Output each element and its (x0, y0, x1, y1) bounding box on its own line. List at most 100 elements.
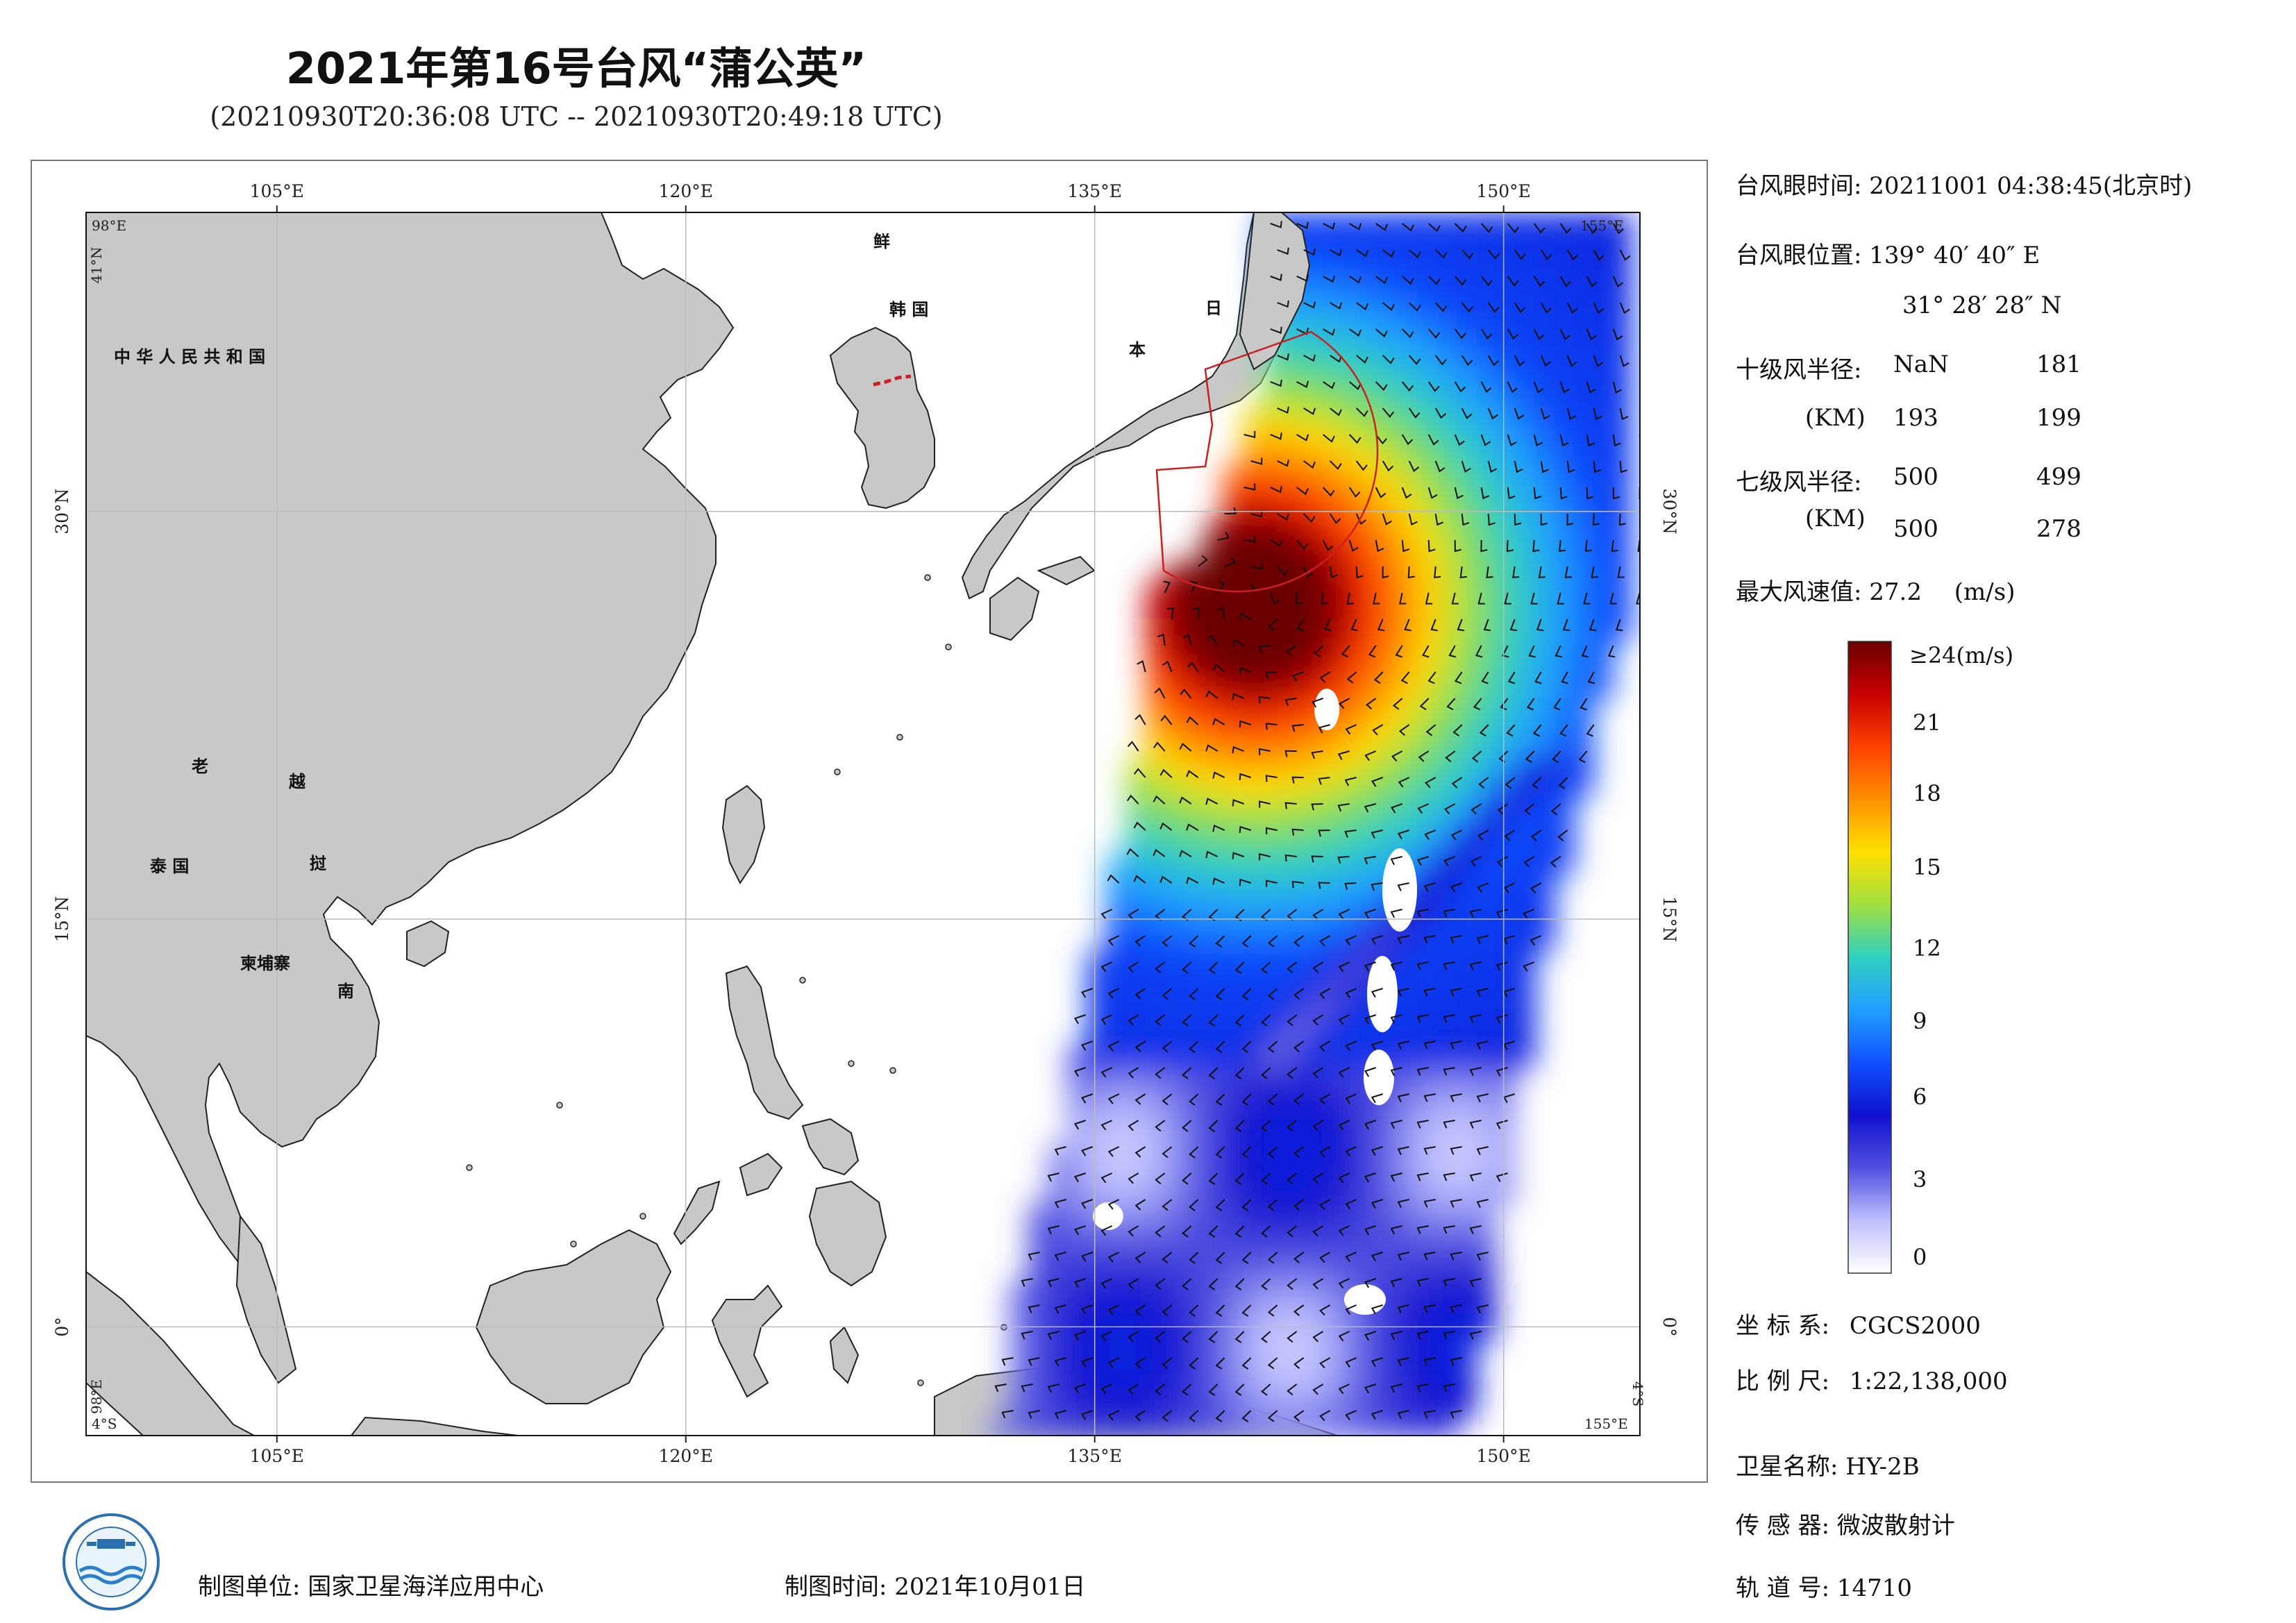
wind-barb (1212, 877, 1225, 885)
wind-cell (1321, 426, 1341, 446)
wind-cell (1262, 970, 1282, 991)
wind-cell (1204, 1301, 1224, 1321)
wind-cell (1243, 601, 1263, 621)
wind-barb (1391, 803, 1403, 814)
wind-barb (1427, 434, 1439, 446)
wind-barb (1189, 988, 1199, 1000)
wind-barb (1434, 302, 1448, 312)
wind-cell (1340, 1379, 1360, 1399)
wind-barb (1128, 1172, 1139, 1184)
wind-barb (1054, 1357, 1066, 1367)
wind-cell (1476, 854, 1496, 874)
island (570, 1241, 577, 1247)
wind-cell (1573, 737, 1593, 757)
satellite-label: 卫星名称: (1736, 1453, 1838, 1481)
wind-barb (1054, 1252, 1066, 1261)
wind-cell (1243, 562, 1263, 582)
wind-barb (1312, 1384, 1324, 1395)
wind-cell (1515, 621, 1535, 641)
wind-cell (1418, 543, 1438, 563)
wind-cell (1359, 893, 1380, 913)
wind-cell (1379, 232, 1399, 252)
wind-barb (1619, 355, 1629, 367)
wind-cell (1612, 523, 1632, 544)
wind-barb (1507, 671, 1516, 684)
wind-cell (1223, 1048, 1243, 1068)
wind-cell (1126, 1223, 1146, 1243)
wind-barb (1450, 1410, 1462, 1419)
wind-barb (1344, 830, 1357, 838)
wind-cell (1087, 1048, 1107, 1068)
wind-cell (1437, 426, 1457, 446)
wind-cell (1515, 815, 1535, 835)
wind-cell (1146, 601, 1166, 621)
wind-cell (1321, 1048, 1341, 1068)
wind-cell (1321, 348, 1341, 369)
wind-cell (1340, 407, 1360, 427)
wind-cell (1593, 659, 1613, 680)
wind-cell (1184, 815, 1205, 835)
wind-cell (1476, 348, 1496, 369)
wind-cell (1165, 815, 1185, 835)
producer-row: 制图单位: 国家卫星海洋应用中心 (198, 1567, 544, 1601)
wind-cell (1437, 1204, 1457, 1224)
wind-barb (1189, 1041, 1199, 1053)
wind-barb (1323, 381, 1336, 389)
wind-cell (1282, 1107, 1302, 1127)
wind-cell (1418, 465, 1438, 485)
wind-cell (1457, 757, 1477, 777)
wind-barb (1506, 539, 1514, 553)
wind-barb (1155, 1384, 1166, 1396)
wind-cell (1165, 679, 1185, 699)
wind-barb (1530, 830, 1542, 841)
date-row: 制图时间: 2021年10月01日 (785, 1567, 1085, 1601)
wind-barb (1616, 619, 1623, 632)
wind-cell (1107, 1340, 1127, 1360)
wind-barb (1530, 882, 1542, 894)
wind-cell (1204, 796, 1224, 816)
wind-cell (1573, 543, 1593, 563)
wind-barb (1476, 988, 1489, 998)
wind-barb (1241, 1199, 1252, 1211)
wind-barb (1371, 1410, 1383, 1420)
wind-cell (1262, 562, 1282, 582)
wind-cell (1165, 990, 1185, 1010)
wind-barb (1443, 1225, 1455, 1234)
wind-cell (1262, 387, 1282, 407)
wind-cell (1418, 1048, 1438, 1068)
wind-barb (1559, 276, 1571, 287)
wind-barb (1483, 619, 1491, 632)
wind-barb (1232, 852, 1245, 859)
wind-cell (1418, 1068, 1438, 1088)
wind-cell (1243, 1165, 1263, 1185)
wind-swath (990, 212, 1632, 1436)
wind-barb (1001, 1410, 1014, 1419)
wind-barb (1451, 592, 1459, 605)
wind-cell (1398, 348, 1418, 369)
wind-cell (1398, 970, 1418, 991)
wind-barb (1265, 827, 1277, 834)
wind-barb (1559, 381, 1570, 394)
wind-barb (1318, 777, 1330, 785)
wind-cell (1457, 348, 1477, 369)
wind-cell (1476, 232, 1496, 252)
wind-cell (1146, 970, 1166, 991)
wind-barb (1397, 1304, 1409, 1314)
wind-cell (1223, 1223, 1243, 1243)
wind-cell (1223, 1126, 1243, 1146)
wind-cell (1301, 368, 1321, 388)
wind-cell (1262, 815, 1282, 835)
wind-cell (1534, 562, 1555, 582)
wind-barb (1514, 302, 1526, 314)
wind-cell (1068, 1068, 1088, 1088)
wind-barb (1270, 539, 1283, 547)
wind-cell (1321, 1165, 1341, 1185)
wind-cell (1184, 1223, 1205, 1243)
wind-barb (1401, 539, 1410, 553)
wind-cell (1379, 1398, 1399, 1418)
wind-cell (1165, 757, 1185, 777)
wind-cell (1301, 1223, 1321, 1243)
country-label: 本 (1129, 340, 1146, 360)
wind-barb (1443, 1384, 1455, 1393)
wind-barb (1443, 1014, 1455, 1023)
